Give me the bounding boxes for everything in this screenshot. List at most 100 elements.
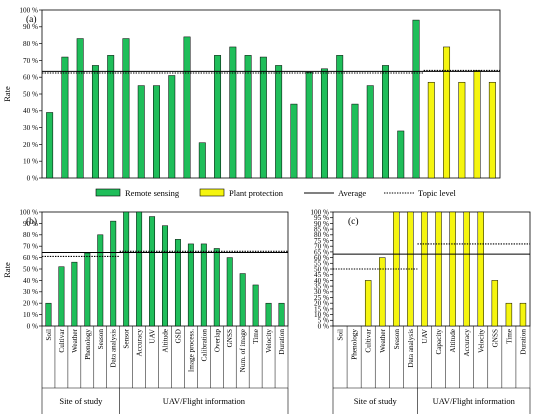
bar	[421, 211, 428, 327]
panel-label: (a)	[26, 14, 37, 25]
category-label: Phenology	[84, 329, 92, 360]
bar	[76, 38, 84, 179]
panel-a-chart: 0 % 10 % 20 % 30 % 40 % 50 % 60 % 70 % 80 % 90 % 1…	[2, 6, 501, 182]
bar	[505, 302, 513, 327]
bar	[488, 81, 496, 179]
legend-label: Topic level	[418, 188, 457, 198]
bar	[463, 211, 470, 327]
group-label: UAV/Flight information	[163, 396, 246, 406]
bar	[449, 211, 456, 327]
bar	[183, 36, 191, 179]
y-tick-label: 5 %	[318, 317, 329, 325]
category-label: Velocity	[477, 329, 485, 353]
y-tick-label: 100 %	[310, 208, 329, 216]
bar	[153, 85, 160, 179]
y-tick-label: 95 %	[314, 214, 329, 222]
bar	[110, 220, 117, 327]
bar	[136, 211, 143, 327]
group-label: UAV/Flight information	[433, 396, 516, 406]
category-label: Accuracy	[463, 329, 471, 357]
bar	[265, 302, 272, 327]
bar	[97, 234, 104, 327]
y-tick-label: 70 %	[23, 57, 38, 65]
y-tick-label: 45 %	[314, 271, 329, 279]
category-label: Time	[505, 329, 513, 344]
y-tick-label: 75 %	[314, 237, 329, 245]
legend: Remote sensing Plant protection Average Top…	[95, 188, 457, 198]
legend-label: Remote sensing	[125, 188, 180, 198]
bar	[91, 65, 99, 179]
bar	[473, 70, 481, 179]
bar	[477, 211, 484, 327]
y-tick-label: 100 %	[19, 6, 38, 14]
y-tick-label: 15 %	[314, 305, 329, 313]
y-tick-label: 0 %	[318, 322, 329, 330]
legend-label: Average	[338, 188, 366, 198]
y-tick-label: 65 %	[314, 248, 329, 256]
panel-c-chart: 0 %5 %10 %15 %20 %25 %30 %35 %40 %45 %50…	[310, 208, 531, 414]
bar	[407, 211, 414, 327]
bar	[290, 103, 298, 179]
category-label: Cultivar	[365, 328, 373, 352]
bar	[187, 243, 194, 327]
bar	[107, 55, 115, 179]
category-label: Season	[393, 329, 401, 350]
y-tick-label: 20 %	[314, 300, 329, 308]
bar	[443, 46, 451, 179]
bar	[305, 71, 313, 179]
bar	[320, 68, 328, 179]
bar	[397, 130, 405, 179]
bar	[412, 19, 420, 179]
bar	[351, 103, 359, 179]
bar	[259, 56, 267, 179]
category-label: GNSS	[226, 329, 234, 347]
y-tick-label: 0 %	[27, 174, 38, 182]
y-tick-label: 85 %	[314, 226, 329, 234]
y-tick-label: 30 %	[23, 288, 38, 296]
panel-label: (c)	[348, 216, 359, 227]
panel-b-chart: 0 % 10 % 20 % 30 % 40 % 50 % 60 % 70 % 80 % 90 % 1…	[2, 208, 289, 414]
category-label: UAV	[149, 328, 157, 343]
y-tick-label: 40 %	[23, 277, 38, 285]
bar	[174, 239, 181, 327]
bar	[198, 142, 206, 179]
y-tick-label: 50 %	[23, 265, 38, 273]
bar	[364, 280, 372, 327]
category-label: Soil	[337, 329, 345, 341]
bar	[213, 248, 220, 327]
bar	[149, 216, 156, 327]
y-tick-label: 30 %	[23, 124, 38, 132]
category-label: Duration	[278, 329, 286, 355]
bar	[122, 38, 130, 179]
bar	[336, 55, 344, 179]
y-tick-label: 50 %	[314, 265, 329, 273]
y-tick-label: 60 %	[314, 254, 329, 262]
bar	[239, 273, 246, 327]
y-tick-label: 30 %	[314, 288, 329, 296]
y-tick-label: 20 %	[23, 300, 38, 308]
category-label: Phenology	[351, 329, 359, 360]
y-tick-label: 90 %	[314, 220, 329, 228]
bar	[168, 75, 176, 179]
bar	[229, 46, 237, 179]
y-tick-label: 20 %	[23, 141, 38, 149]
category-label: Cultivar	[58, 328, 66, 352]
bar	[84, 252, 91, 327]
category-label: Capacity	[435, 329, 443, 355]
bar	[45, 302, 52, 327]
category-label: Velocity	[265, 329, 273, 353]
y-tick-label: 90 %	[23, 23, 38, 31]
y-tick-label: 40 %	[23, 107, 38, 115]
bar	[71, 261, 78, 327]
category-label: Time	[252, 329, 260, 344]
bar	[519, 302, 527, 327]
category-label: Image process.	[187, 329, 195, 372]
bar	[491, 280, 499, 327]
bar	[275, 65, 283, 179]
bar	[435, 211, 442, 327]
y-axis-label: Rate	[2, 86, 12, 102]
bar	[382, 65, 389, 179]
legend-swatch	[95, 188, 121, 197]
bar	[58, 266, 65, 327]
